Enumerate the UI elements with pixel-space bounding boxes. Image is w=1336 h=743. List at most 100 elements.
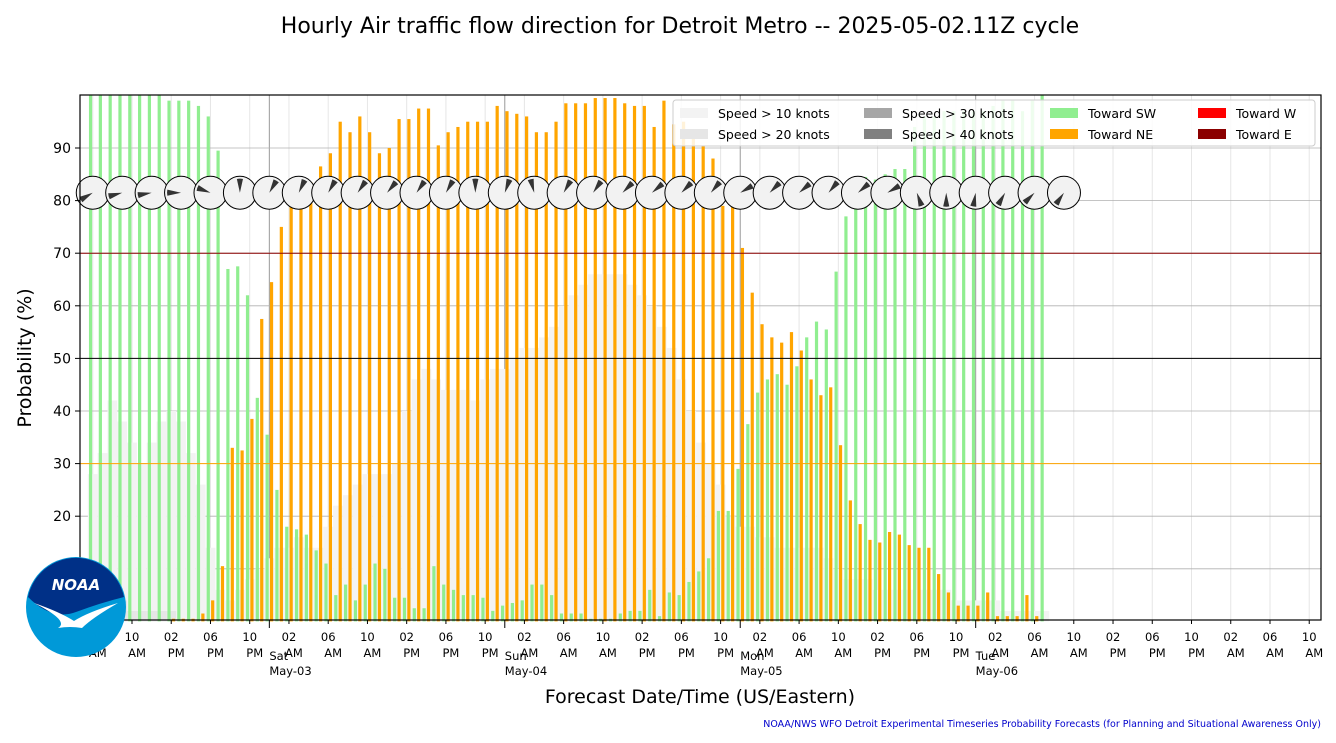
direction-bar — [893, 169, 897, 622]
direction-bar — [662, 100, 666, 622]
x-tick-label: 02 — [282, 630, 297, 644]
wind-rose-wedge — [740, 183, 754, 193]
speed-bar — [274, 547, 285, 622]
direction-bar — [471, 595, 475, 622]
wind-rose — [487, 175, 522, 210]
direction-bar — [1015, 616, 1019, 622]
x-tick-label: AM — [560, 646, 578, 660]
direction-bar — [426, 108, 431, 622]
direction-bar — [534, 132, 539, 622]
direction-bar — [505, 111, 509, 622]
direction-bar — [236, 266, 240, 622]
speed-bar — [853, 579, 863, 622]
x-tick-label: 10 — [949, 630, 964, 644]
speed-bar — [578, 284, 589, 622]
direction-bar — [285, 526, 289, 622]
wind-rose — [428, 175, 463, 210]
footer-credit: NOAA/NWS WFO Detroit Experimental Timese… — [763, 719, 1321, 730]
legend-swatch — [1050, 108, 1078, 118]
wind-rose — [105, 175, 140, 210]
wind-rose-wedge — [563, 179, 574, 193]
direction-bar — [775, 374, 779, 622]
direction-bar — [632, 105, 637, 622]
wind-rose — [340, 175, 375, 210]
speed-bar — [637, 295, 648, 622]
direction-bar — [927, 547, 931, 622]
wind-rose — [988, 175, 1023, 210]
direction-bar — [167, 100, 171, 622]
wind-rose-wedge — [769, 180, 782, 193]
wind-rose — [546, 175, 581, 210]
direction-bar — [942, 111, 946, 622]
x-tick-label: 10 — [1184, 630, 1199, 644]
direction-bar — [652, 126, 656, 622]
speed-bar — [597, 274, 608, 622]
x-tick-label: 02 — [1223, 630, 1238, 644]
direction-bar — [230, 447, 234, 622]
direction-bar — [878, 542, 882, 622]
speed-bar — [794, 547, 804, 622]
speed-bar — [931, 589, 942, 622]
direction-bar — [579, 613, 583, 622]
wind-rose — [605, 175, 640, 210]
direction-bar — [707, 558, 711, 622]
x-tick-label: PM — [678, 646, 695, 660]
x-tick-label: AM — [1305, 646, 1323, 660]
speed-bar — [293, 537, 304, 622]
wind-rose-wedge — [108, 192, 123, 200]
legend-label: Toward W — [1235, 106, 1296, 121]
wind-rose — [517, 175, 552, 210]
speed-bar — [372, 474, 383, 622]
wind-rose-wedge — [527, 178, 535, 193]
legend-label: Toward SW — [1087, 106, 1156, 121]
direction-bar — [304, 534, 308, 622]
direction-bar — [922, 116, 927, 622]
direction-bar — [623, 103, 627, 622]
legend-label: Speed > 20 knots — [718, 127, 830, 142]
direction-bar — [432, 566, 436, 622]
direction-bar — [412, 608, 416, 622]
direction-bar — [844, 216, 848, 622]
direction-bar — [681, 121, 686, 622]
direction-bar — [1001, 100, 1005, 622]
speed-bar — [725, 516, 736, 622]
wind-rose-wedge — [416, 179, 427, 193]
direction-bar — [358, 116, 362, 622]
x-tick-label: AM — [756, 646, 774, 660]
direction-bar — [363, 584, 367, 622]
speed-bar — [1010, 610, 1020, 622]
x-tick-label: 02 — [1106, 630, 1121, 644]
wind-rose-wedge — [472, 178, 479, 193]
direction-bar — [731, 205, 735, 622]
speed-bar — [892, 589, 903, 622]
direction-bar — [795, 366, 799, 622]
direction-bar — [373, 563, 377, 622]
speed-bar — [450, 389, 461, 622]
wind-rose-wedge — [387, 180, 399, 193]
x-tick-label: 06 — [1145, 630, 1160, 644]
direction-bar — [603, 98, 607, 622]
x-tick-label: 10 — [831, 630, 846, 644]
direction-bar — [760, 324, 764, 622]
speed-bar — [460, 389, 471, 622]
reference-lines — [80, 252, 1321, 465]
speed-bar — [421, 368, 432, 622]
x-tick-label: PM — [639, 646, 656, 660]
speed-bar — [323, 526, 334, 622]
speed-bar — [754, 537, 765, 622]
direction-bar — [687, 581, 691, 622]
direction-bar — [481, 597, 485, 622]
speed-bar — [862, 579, 873, 622]
speed-bar — [1000, 610, 1011, 622]
direction-bar — [667, 592, 671, 622]
direction-bar — [422, 608, 426, 622]
x-tick-label: AM — [795, 646, 813, 660]
direction-bar — [211, 600, 215, 622]
speed-bar — [117, 421, 128, 622]
wind-rose-wedge — [651, 181, 665, 193]
direction-bar — [785, 384, 789, 622]
x-axis-label: Forecast Date/Time (US/Eastern) — [545, 686, 855, 708]
speed-bar — [382, 474, 392, 622]
x-tick-label: PM — [874, 646, 891, 660]
speed-bar — [107, 400, 118, 622]
